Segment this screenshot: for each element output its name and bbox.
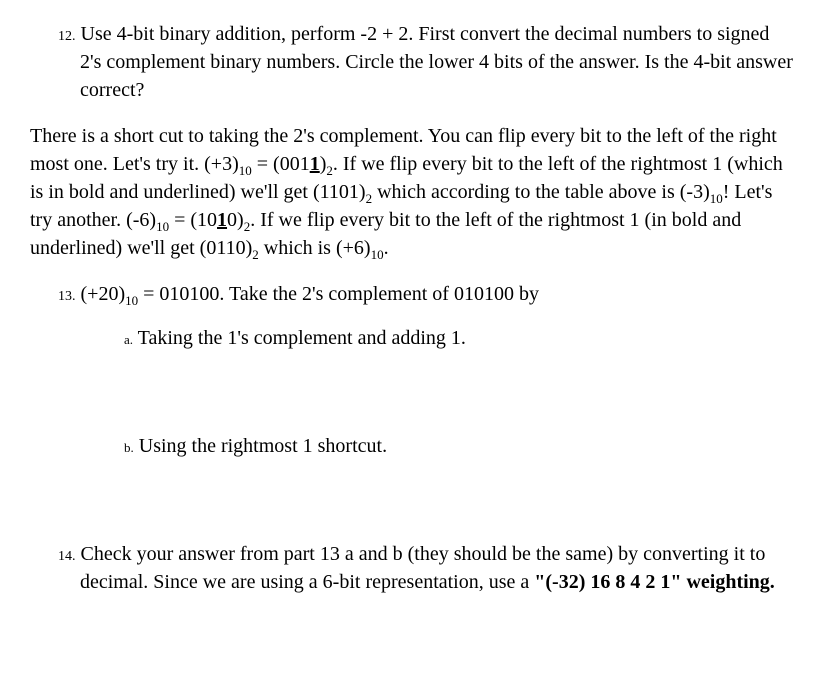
q14-number: 14. — [58, 549, 76, 564]
passage-seg8: 0) — [227, 209, 244, 231]
q13-seg2: = 010100. Take the 2's complement of 010… — [138, 283, 539, 305]
passage-seg5: which according to the table above is (-… — [372, 181, 710, 203]
question-13: 13. (+20)10 = 010100. Take the 2's compl… — [30, 280, 795, 308]
passage-seg10: which is (+6) — [259, 237, 371, 259]
shortcut-passage: There is a short cut to taking the 2's c… — [30, 122, 795, 262]
q13-seg1: (+20) — [81, 283, 126, 305]
q13b-letter: b. — [124, 440, 134, 455]
passage-sub5: 10 — [156, 219, 169, 234]
passage-seg11: . — [384, 237, 389, 259]
q13-sub1: 10 — [125, 293, 138, 308]
question-12: 12. Use 4-bit binary addition, perform -… — [30, 20, 795, 104]
passage-sub1: 10 — [239, 163, 252, 178]
passage-seg2: = (001 — [252, 153, 310, 175]
q13a-text: Taking the 1's complement and adding 1. — [138, 327, 466, 349]
passage-seg7: = (10 — [169, 209, 217, 231]
q12-text: Use 4-bit binary addition, perform -2 + … — [80, 23, 793, 101]
q14-bold: "(-32) 16 8 4 2 1" weighting. — [534, 571, 775, 593]
question-13b: b. Using the rightmost 1 shortcut. — [30, 432, 795, 460]
passage-bold-underline-1: 1 — [310, 153, 320, 175]
question-14: 14. Check your answer from part 13 a and… — [30, 540, 795, 596]
passage-bold-underline-2: 1 — [217, 209, 227, 231]
q13-number: 13. — [58, 289, 76, 304]
q13b-text: Using the rightmost 1 shortcut. — [139, 435, 387, 457]
passage-sub4: 10 — [710, 191, 723, 206]
q13a-letter: a. — [124, 332, 133, 347]
q12-number: 12. — [58, 29, 76, 44]
passage-sub8: 10 — [371, 247, 384, 262]
question-13a: a. Taking the 1's complement and adding … — [30, 324, 795, 352]
